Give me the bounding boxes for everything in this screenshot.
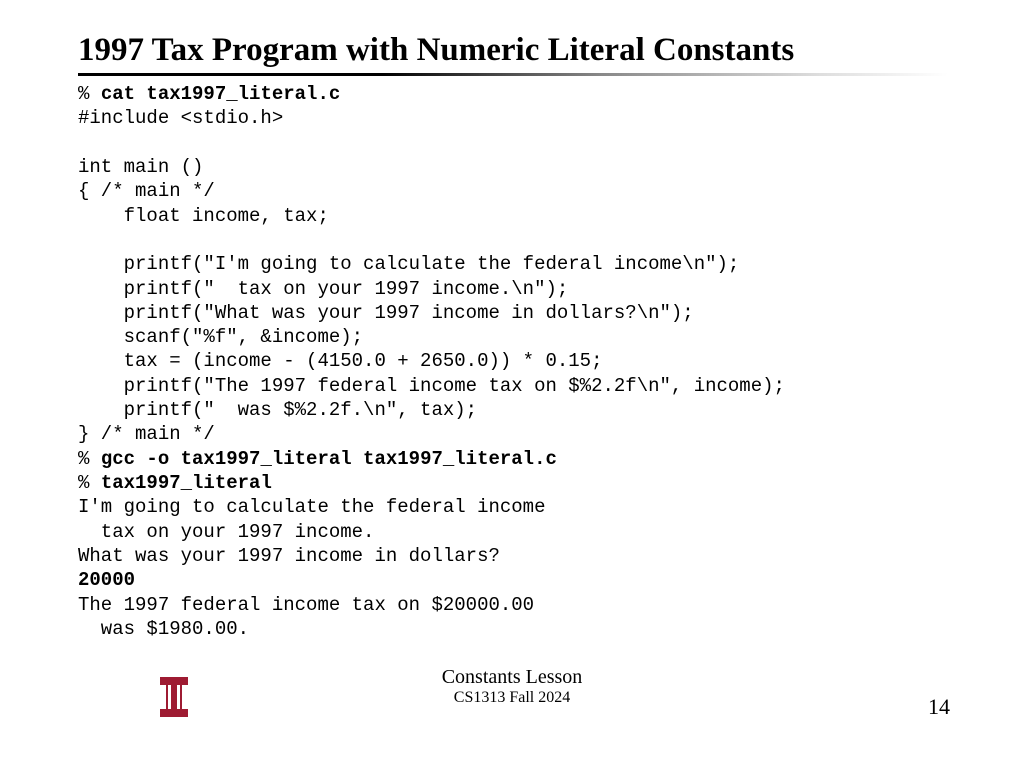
footer-course: CS1313 Fall 2024	[0, 689, 1024, 707]
code-line: %	[78, 83, 101, 105]
code-bold: cat tax1997_literal.c	[101, 83, 340, 105]
code-line: } /* main */	[78, 423, 215, 445]
page-number: 14	[928, 694, 950, 720]
code-line: printf(" was $%2.2f.\n", tax);	[78, 399, 477, 421]
code-line: int main ()	[78, 156, 203, 178]
title-underline	[78, 73, 948, 76]
code-block: % cat tax1997_literal.c #include <stdio.…	[78, 82, 954, 641]
code-bold: 20000	[78, 569, 135, 591]
code-line: float income, tax;	[78, 205, 329, 227]
slide-footer: Constants Lesson CS1313 Fall 2024 14	[0, 666, 1024, 726]
code-line: { /* main */	[78, 180, 215, 202]
code-line: printf("The 1997 federal income tax on $…	[78, 375, 785, 397]
code-line: printf("What was your 1997 income in dol…	[78, 302, 694, 324]
slide-title: 1997 Tax Program with Numeric Literal Co…	[78, 32, 954, 69]
code-bold: gcc -o tax1997_literal tax1997_literal.c	[101, 448, 557, 470]
code-line: %	[78, 472, 101, 494]
code-line: I'm going to calculate the federal incom…	[78, 496, 545, 518]
code-line: tax on your 1997 income.	[78, 521, 374, 543]
footer-lesson: Constants Lesson	[0, 666, 1024, 689]
code-line: was $1980.00.	[78, 618, 249, 640]
code-line: %	[78, 448, 101, 470]
code-line: scanf("%f", &income);	[78, 326, 363, 348]
code-line: printf("I'm going to calculate the feder…	[78, 253, 739, 275]
code-bold: tax1997_literal	[101, 472, 272, 494]
code-line: #include <stdio.h>	[78, 107, 283, 129]
code-line: tax = (income - (4150.0 + 2650.0)) * 0.1…	[78, 350, 603, 372]
code-line: What was your 1997 income in dollars?	[78, 545, 500, 567]
code-line: The 1997 federal income tax on $20000.00	[78, 594, 534, 616]
code-line: printf(" tax on your 1997 income.\n");	[78, 278, 568, 300]
